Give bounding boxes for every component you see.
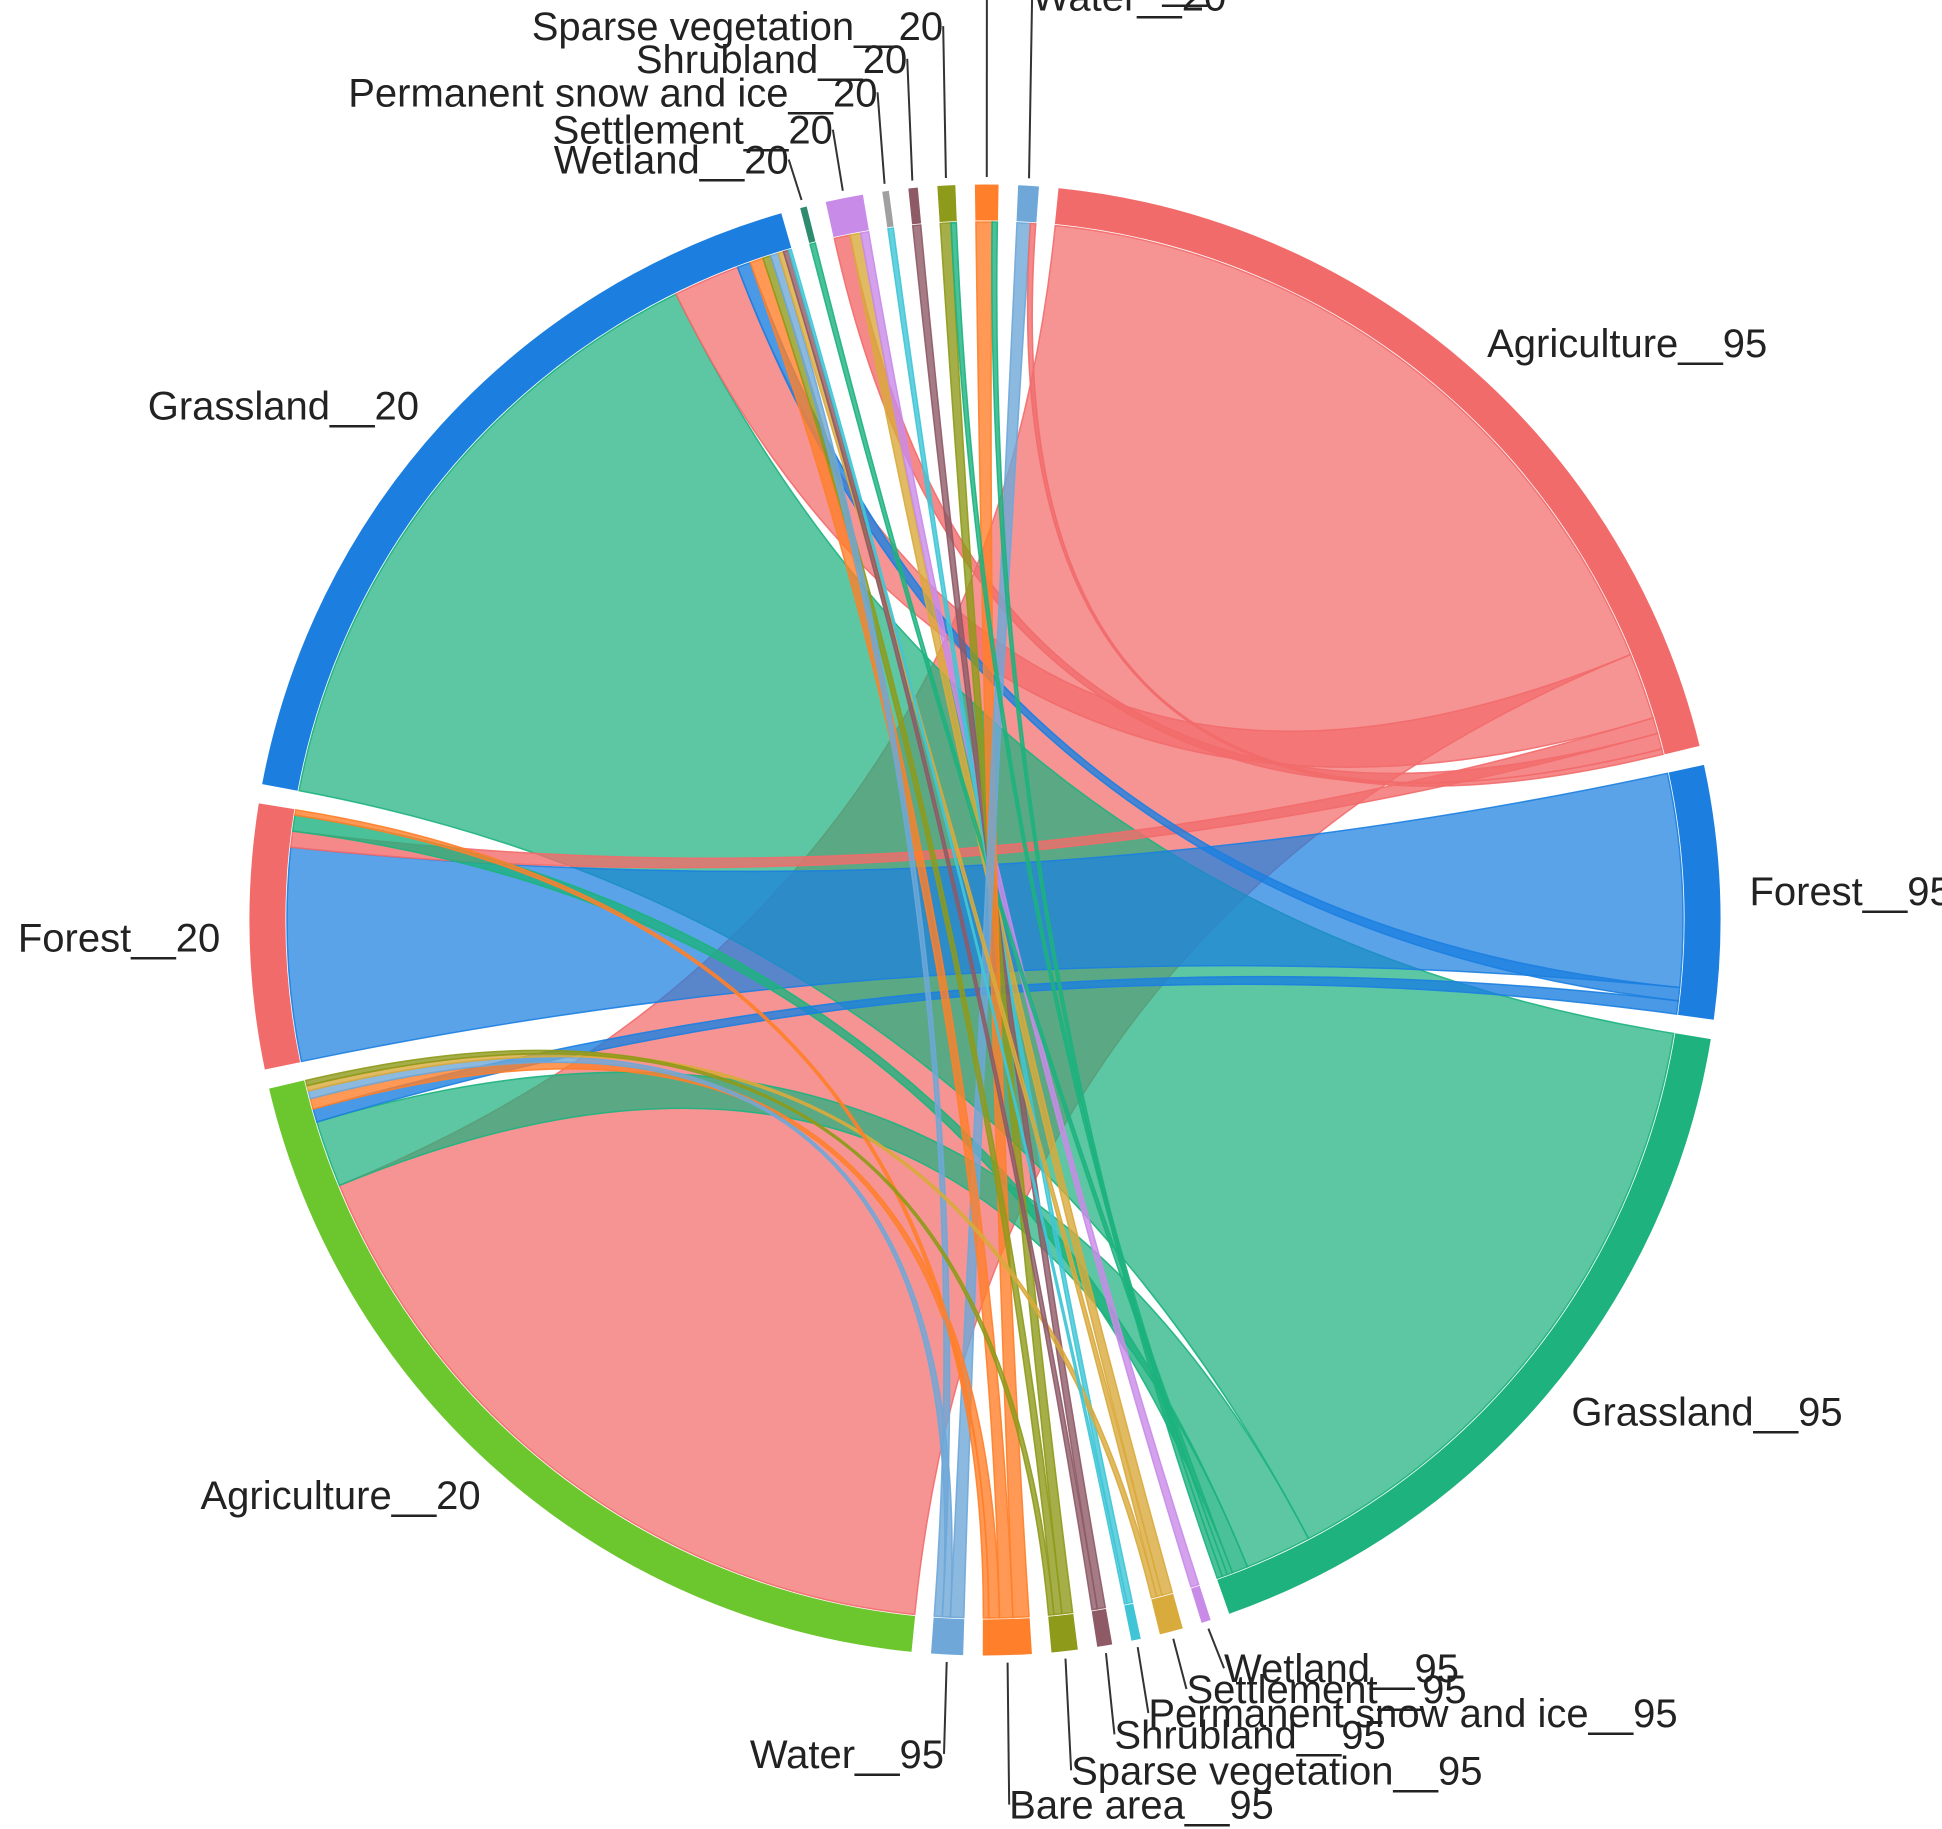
leader-line-wat95 [943, 1661, 948, 1754]
sector-arc-wat95 [931, 1617, 965, 1656]
flow-ribbon-wet20-to-gra95 [809, 242, 1234, 1576]
flow-ribbon-agr20-to-for95 [312, 975, 1680, 1124]
sector-arc-gra95 [1217, 1033, 1711, 1614]
flow-ribbon-for20-to-bar95 [294, 808, 990, 1619]
sector-arc-wet95 [1190, 1585, 1211, 1623]
flow-ribbon-wat20-to-agr95 [1026, 222, 1664, 787]
sector-arcs [249, 184, 1721, 1656]
sector-label-set20: Settlement__20 [553, 109, 833, 153]
flow-ribbon-gra20-to-sno95 [787, 248, 1129, 1605]
sector-label-wat20: Water__20 [1032, 0, 1226, 19]
leader-line-bar95 [1006, 1662, 1011, 1805]
sector-label-wat95: Water__95 [750, 1733, 944, 1777]
sector-label-bar20: Bare area__20 [987, 0, 1252, 8]
flow-ribbon-wat20-to-wat95 [949, 221, 1032, 1619]
flow-ribbon-gra20-to-shr95 [782, 249, 1099, 1611]
sector-label-wet20: Wetland__20 [554, 139, 789, 183]
sector-arc-wet20 [800, 206, 816, 243]
flow-ribbon-gra20-to-wat95 [769, 252, 951, 1618]
sector-label-shr95: Shrubland__95 [1114, 1713, 1385, 1757]
sector-label-sno20: Permanent snow and ice__20 [348, 71, 877, 115]
label-leader-lines [787, 0, 1225, 1805]
leader-line-shr20 [906, 58, 914, 181]
sector-label-gra95: Grassland__95 [1571, 1390, 1842, 1434]
sector-arc-sno95 [1124, 1603, 1141, 1641]
leader-line-spa95 [1064, 1658, 1073, 1771]
flow-ribbon-agr20-to-wat95 [307, 1056, 953, 1618]
flow-ribbon-set20-to-agr95 [833, 234, 1663, 785]
sector-arc-bar95 [982, 1618, 1032, 1656]
sector-arc-set95 [1151, 1593, 1183, 1635]
sector-arc-bar20 [974, 184, 999, 221]
flow-ribbon-for20-to-gra95 [291, 814, 1249, 1574]
sector-arc-gra20 [262, 213, 792, 791]
leader-line-wet95 [1207, 1628, 1225, 1669]
sector-label-bar95: Bare area__95 [1009, 1784, 1274, 1828]
flow-ribbon-set20-to-wet95 [859, 230, 1200, 1588]
sector-labels: Agriculture__95 Forest__95 Grassland__95 We… [18, 0, 1942, 1828]
sector-label-agr20: Agriculture__20 [201, 1474, 481, 1518]
flow-ribbon-shr20-to-shr95 [911, 224, 1107, 1610]
leader-line-wat20 [1028, 0, 1034, 179]
sector-arc-spa20 [937, 185, 957, 222]
sector-arc-spa95 [1048, 1613, 1078, 1653]
leader-line-set95 [1172, 1638, 1188, 1690]
sector-label-sno95: Permanent snow and ice__95 [1148, 1692, 1677, 1736]
sector-arc-shr95 [1091, 1608, 1113, 1647]
leader-line-shr95 [1104, 1652, 1116, 1735]
leader-line-sno95 [1136, 1646, 1150, 1714]
leader-line-spa20 [942, 26, 947, 179]
flow-ribbon-set20-to-set95 [849, 232, 1174, 1597]
sector-arc-agr20 [269, 1080, 916, 1652]
sector-arc-for95 [1668, 764, 1721, 1020]
flow-ribbon-spa20-to-spa95 [939, 222, 1074, 1615]
sector-arc-agr95 [1054, 188, 1700, 755]
flow-ribbons [286, 221, 1684, 1619]
sector-label-gra20: Grassland__20 [148, 384, 419, 428]
sector-label-shr20: Shrubland__20 [636, 38, 907, 82]
sector-label-spa20: Sparse vegetation__20 [532, 5, 943, 49]
sector-label-for95: Forest__95 [1749, 870, 1942, 914]
leader-line-wet20 [787, 159, 803, 201]
sector-label-for20: Forest__20 [18, 916, 220, 960]
sector-arc-shr20 [908, 187, 922, 225]
flow-ribbon-spa20-to-gra95 [950, 221, 1229, 1578]
sector-label-wet95: Wetland__95 [1224, 1647, 1459, 1691]
flow-ribbon-sno20-to-sno95 [887, 227, 1134, 1605]
sector-label-spa95: Sparse vegetation__95 [1071, 1749, 1482, 1793]
sector-arc-for20 [249, 803, 301, 1070]
leader-line-sno20 [876, 92, 886, 184]
leader-line-set20 [831, 129, 844, 191]
flow-ribbon-bar20-to-gra95 [991, 221, 1224, 1580]
flow-ribbon-bar20-to-bar95 [975, 221, 1030, 1619]
flow-ribbon-agr20-to-spa95 [304, 1049, 1055, 1616]
sector-arc-set20 [825, 194, 869, 238]
sector-label-set95: Settlement__95 [1186, 1668, 1466, 1712]
sector-arc-wat20 [1016, 185, 1039, 223]
sector-arc-sno20 [882, 190, 894, 228]
sector-label-agr95: Agriculture__95 [1487, 322, 1767, 366]
